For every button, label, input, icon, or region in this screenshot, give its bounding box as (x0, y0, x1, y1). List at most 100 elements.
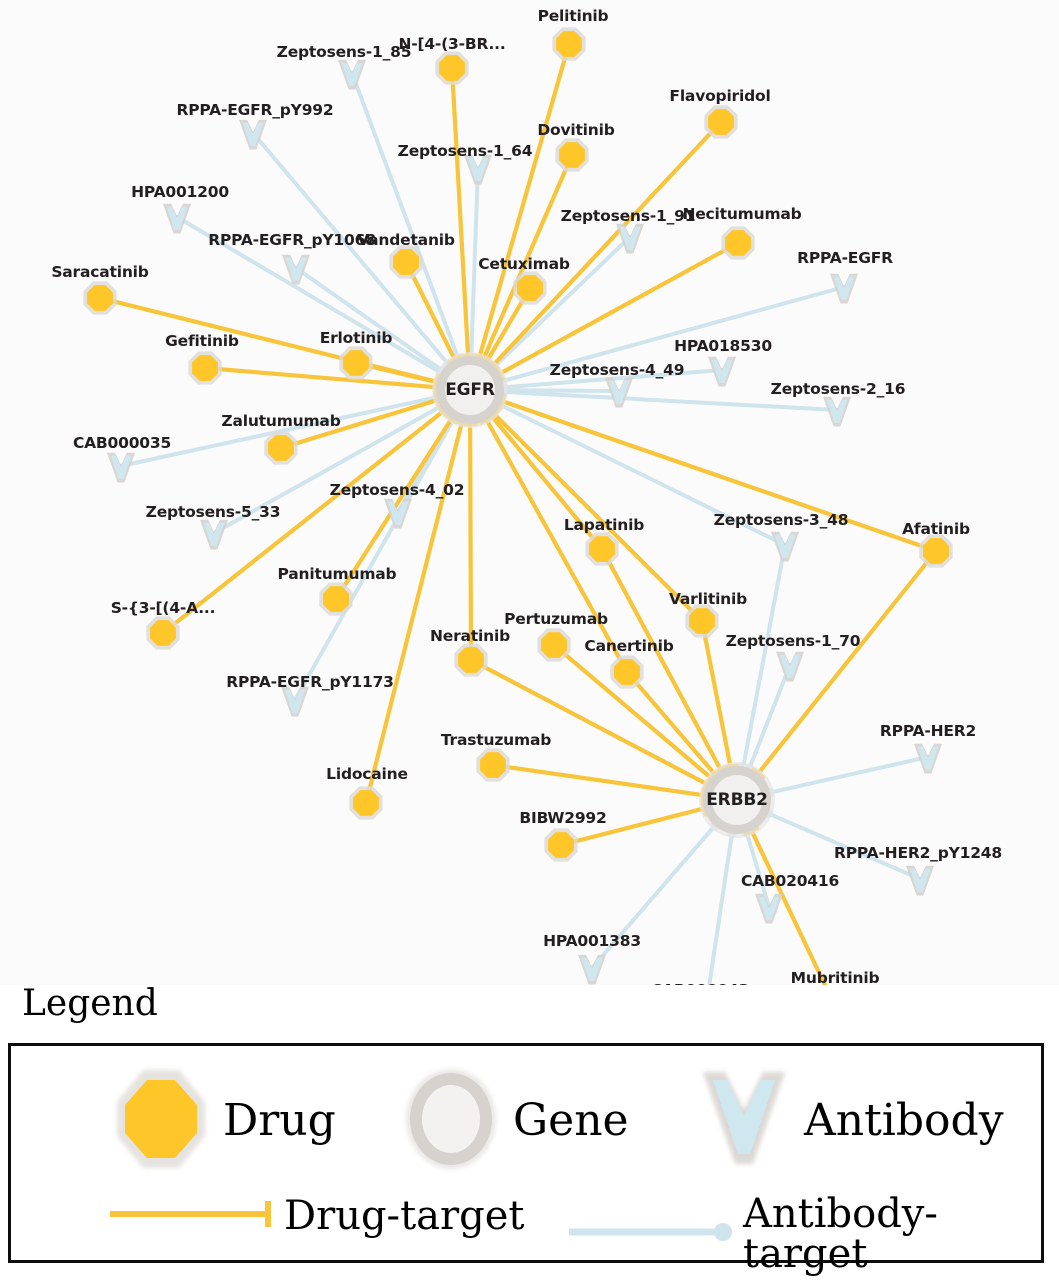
edge (294, 266, 445, 373)
edge (590, 823, 717, 970)
edge (491, 411, 705, 624)
edge (699, 618, 733, 769)
edge (744, 830, 771, 909)
drug-node[interactable] (454, 643, 488, 677)
edges-layer (97, 41, 939, 1000)
edge (500, 285, 846, 383)
drug-node[interactable] (704, 105, 738, 139)
edge (501, 389, 839, 412)
edge (500, 399, 939, 554)
drug-node[interactable] (513, 271, 547, 305)
edge (501, 388, 621, 393)
legend-box: Drug Gene (8, 1043, 1044, 1274)
gene-node-erbb2[interactable] (699, 762, 775, 838)
edge (175, 215, 443, 375)
drug-node[interactable] (919, 534, 953, 568)
edge (484, 417, 630, 675)
legend-label-antibody: Antibody (804, 1095, 1004, 1146)
edge (477, 41, 572, 360)
drug-node[interactable] (610, 655, 644, 689)
edge (481, 152, 575, 361)
edge (766, 811, 922, 881)
edge (749, 828, 835, 1000)
antibody-chevron-icon[interactable] (906, 865, 934, 896)
antibody-chevron-icon[interactable] (776, 651, 804, 682)
drug-node[interactable] (552, 27, 586, 61)
edge (251, 131, 451, 367)
legend-label-drug: Drug (223, 1095, 336, 1146)
legend-title: Legend (22, 983, 158, 1024)
edge (747, 663, 792, 771)
drug-node[interactable] (544, 828, 578, 862)
legend-label-drug-target: Drug-target (284, 1193, 525, 1239)
edge (599, 546, 723, 773)
network-svg (83, 27, 953, 1000)
antibody-chevron-icon[interactable] (578, 954, 606, 985)
nodes-layer (83, 27, 953, 1000)
drug-node[interactable] (389, 245, 423, 279)
antibody-chevron-icon[interactable] (107, 452, 135, 483)
antibody-chevron-icon[interactable] (384, 498, 412, 529)
edge (293, 417, 456, 702)
edge (202, 365, 439, 390)
legend-edges-row: Drug-target Antibody-target (11, 1193, 1041, 1274)
drug-node[interactable] (555, 138, 589, 172)
antibody-chevron-icon[interactable] (914, 743, 942, 774)
antibody-chevron-icon[interactable] (281, 686, 309, 717)
gene-node-egfr[interactable] (432, 352, 508, 428)
antibody-chevron-icon[interactable] (755, 893, 783, 924)
legend-shapes-row: Drug Gene (11, 1064, 1041, 1174)
drug-node[interactable] (537, 628, 571, 662)
legend-item-antibody: Antibody (697, 1064, 1004, 1178)
edge (403, 259, 457, 362)
edge (741, 543, 787, 769)
edge (498, 403, 787, 547)
antibody-chevron-icon[interactable] (239, 119, 267, 150)
edge (490, 762, 706, 798)
edge (212, 404, 443, 535)
antibody-chevron-icon[interactable] (464, 154, 492, 185)
legend-item-antibody-target: Antibody-target (565, 1194, 1041, 1274)
antibody-chevron-icon[interactable] (823, 396, 851, 427)
antibody-chevron-icon[interactable] (771, 531, 799, 562)
drug-node[interactable] (435, 51, 469, 85)
legend-label-antibody-target: Antibody-target (743, 1191, 938, 1277)
edge (278, 397, 440, 451)
drug-node[interactable] (146, 616, 180, 650)
edge (468, 657, 710, 787)
antibody-chevron-icon[interactable] (616, 223, 644, 254)
network-graph[interactable]: Zeptosens-1_85 RPPA-EGFR_pY992 Zeptosens-1… (0, 0, 1059, 1000)
antibody-chevron-icon (697, 1064, 792, 1178)
legend-item-drug: Drug (111, 1064, 336, 1178)
drug-node[interactable] (721, 226, 755, 260)
antibody-chevron-icon[interactable] (708, 356, 736, 387)
drug-node[interactable] (188, 351, 222, 385)
legend-panel: Legend Drug (0, 985, 1059, 1280)
drug-node[interactable] (339, 346, 373, 380)
drug-node[interactable] (83, 281, 117, 315)
antibody-chevron-icon[interactable] (605, 377, 633, 408)
drug-node[interactable] (685, 604, 719, 638)
edge (704, 831, 734, 1000)
edge (558, 806, 707, 848)
edge (160, 409, 446, 636)
edge (489, 414, 605, 552)
antibody-chevron-icon[interactable] (830, 273, 858, 304)
drug-target-edge-icon (106, 1194, 278, 1238)
antibody-chevron-icon[interactable] (282, 254, 310, 285)
edge (491, 119, 724, 368)
edge (768, 755, 930, 795)
antibody-chevron-icon[interactable] (200, 519, 228, 550)
edge (469, 166, 480, 359)
edge (497, 240, 741, 376)
drug-node[interactable] (476, 748, 510, 782)
antibody-chevron-icon[interactable] (338, 59, 366, 90)
antibody-chevron-icon[interactable] (163, 203, 191, 234)
edge (624, 669, 717, 777)
drug-node[interactable] (349, 786, 383, 820)
drug-node[interactable] (264, 431, 298, 465)
edge (363, 420, 464, 806)
drug-node[interactable] (585, 532, 619, 566)
drug-octagon-icon (111, 1064, 211, 1178)
drug-node[interactable] (319, 582, 353, 616)
